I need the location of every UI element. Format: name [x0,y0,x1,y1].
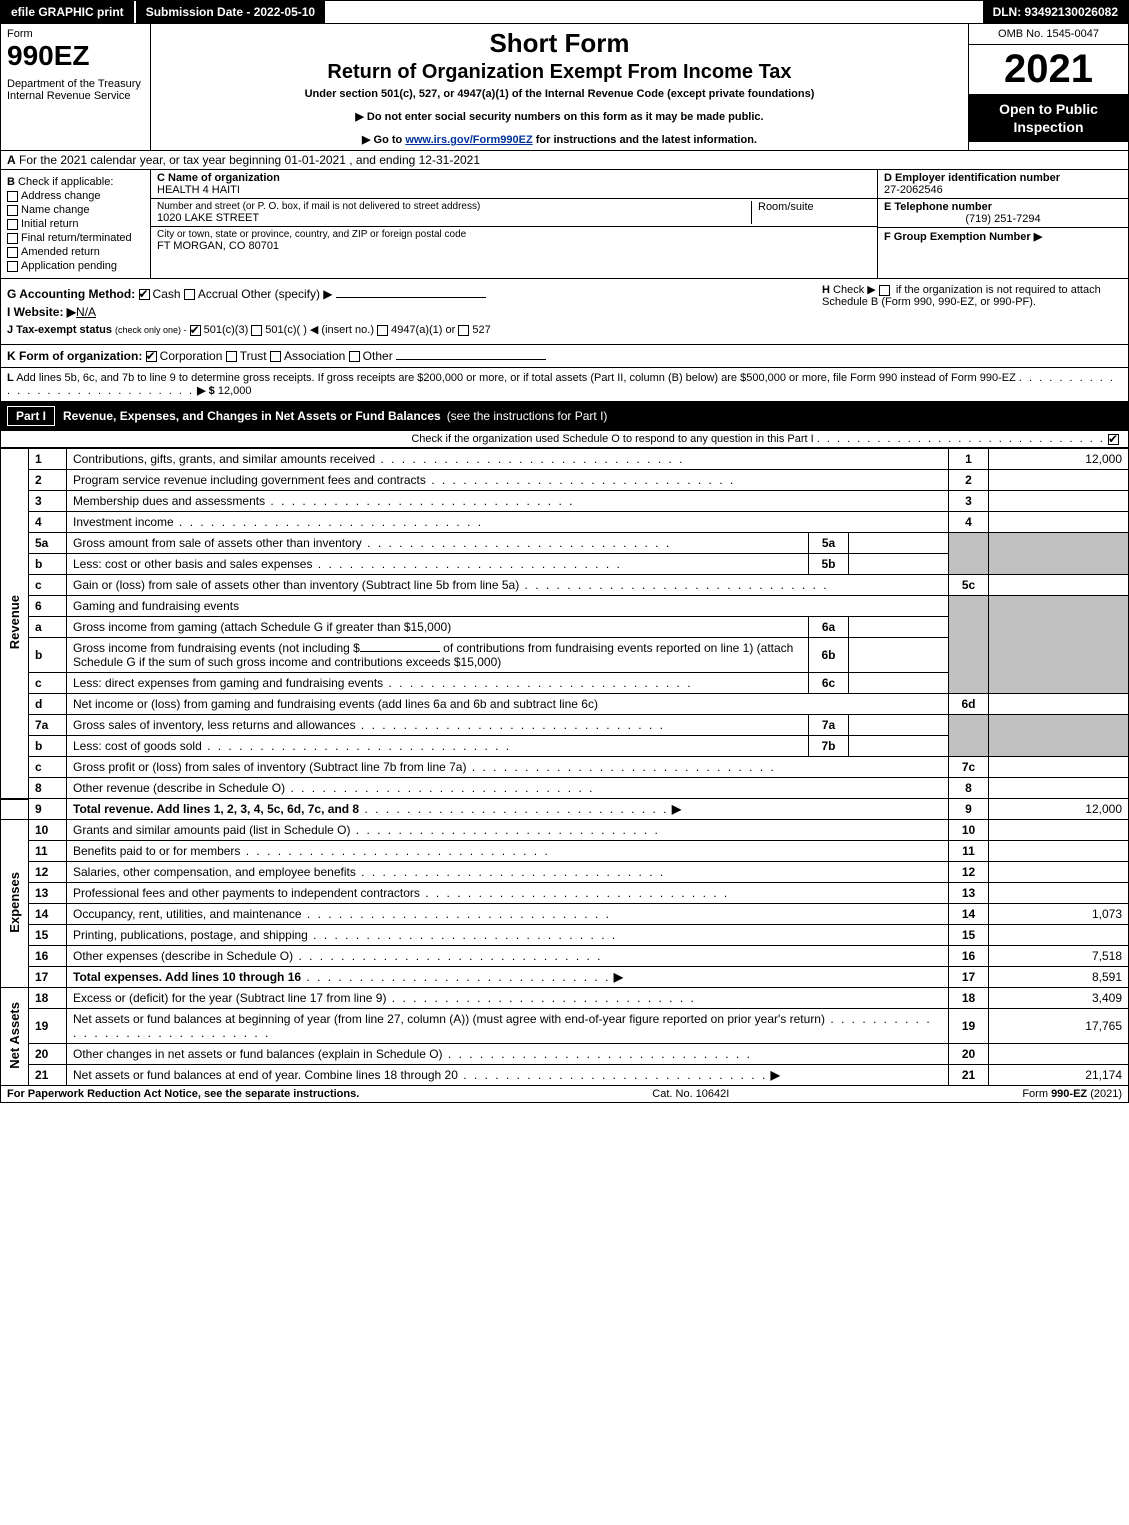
paperwork-notice: For Paperwork Reduction Act Notice, see … [7,1088,359,1100]
accrual-checkbox[interactable] [184,289,195,300]
phone-value: (719) 251-7294 [884,213,1122,225]
section-bcdef: B Check if applicable: Address change Na… [0,170,1129,279]
efile-print-button[interactable]: efile GRAPHIC print [1,1,136,23]
row-a-tax-year: A For the 2021 calendar year, or tax yea… [0,151,1129,170]
line-19-amount: 17,765 [989,1009,1129,1044]
line-6b-value [849,638,949,673]
line-13-amount [989,883,1129,904]
application-pending-checkbox[interactable] [7,261,18,272]
line-8-amount [989,778,1129,799]
line-3-amount [989,491,1129,512]
line-6d-amount [989,694,1129,715]
address-change-checkbox[interactable] [7,191,18,202]
line-17-amount: 8,591 [989,967,1129,988]
association-checkbox[interactable] [270,351,281,362]
net-assets-vertical-label: Net Assets [1,988,29,1086]
line-15-amount [989,925,1129,946]
line-6a-value [849,617,949,638]
omb-number: OMB No. 1545-0047 [969,24,1128,45]
trust-checkbox[interactable] [226,351,237,362]
submission-date: Submission Date - 2022-05-10 [136,1,325,23]
form-title-long: Return of Organization Exempt From Incom… [157,61,962,84]
cash-checkbox[interactable] [139,289,150,300]
part-1-label: Part I [7,406,55,426]
527-checkbox[interactable] [458,325,469,336]
line-16-amount: 7,518 [989,946,1129,967]
line-18-amount: 3,409 [989,988,1129,1009]
other-org-checkbox[interactable] [349,351,360,362]
dln-number: DLN: 93492130026082 [983,1,1128,23]
schedule-o-checkbox[interactable] [1108,434,1119,445]
amended-return-checkbox[interactable] [7,247,18,258]
expenses-vertical-label: Expenses [1,820,29,988]
line-12-amount [989,862,1129,883]
501c3-checkbox[interactable] [190,325,201,336]
corporation-checkbox[interactable] [146,351,157,362]
department-label: Department of the Treasury Internal Reve… [7,78,144,102]
catalog-number: Cat. No. 10642I [652,1088,729,1100]
final-return-checkbox[interactable] [7,233,18,244]
column-b-checkboxes: B Check if applicable: Address change Na… [1,170,151,278]
line-5b-value [849,554,949,575]
form-number: 990EZ [7,40,144,72]
form-id-block: Form 990EZ Department of the Treasury In… [1,24,151,150]
part-1-sub: Check if the organization used Schedule … [0,431,1129,448]
section-l: L Add lines 5b, 6c, and 7b to line 9 to … [0,368,1129,402]
name-change-checkbox[interactable] [7,205,18,216]
line-7a-value [849,715,949,736]
part-1-header: Part I Revenue, Expenses, and Changes in… [0,402,1129,431]
top-bar: efile GRAPHIC print Submission Date - 20… [0,0,1129,24]
form-title-short: Short Form [157,28,962,59]
line-2-amount [989,470,1129,491]
section-k: K Form of organization: Corporation Trus… [0,345,1129,368]
line-9-amount: 12,000 [989,799,1129,820]
street-address: 1020 LAKE STREET [157,212,751,224]
org-name: HEALTH 4 HAITI [157,184,280,196]
website-value: N/A [76,305,96,319]
form-header: Form 990EZ Department of the Treasury In… [0,24,1129,151]
line-10-amount [989,820,1129,841]
4947-checkbox[interactable] [377,325,388,336]
section-ghij: G Accounting Method: Cash Accrual Other … [0,279,1129,345]
initial-return-checkbox[interactable] [7,219,18,230]
form-word: Form [7,28,144,40]
line-11-amount [989,841,1129,862]
gross-receipts-value: 12,000 [218,385,252,397]
ein-value: 27-2062546 [884,184,1122,196]
line-6c-value [849,673,949,694]
irs-link[interactable]: www.irs.gov/Form990EZ [405,134,532,146]
column-def: D Employer identification number 27-2062… [878,170,1128,278]
tax-year: 2021 [969,45,1128,94]
city-state-zip: FT MORGAN, CO 80701 [157,240,466,252]
form-meta-block: OMB No. 1545-0047 2021 Open to Public In… [968,24,1128,150]
line-7c-amount [989,757,1129,778]
501c-checkbox[interactable] [251,325,262,336]
line-5c-amount [989,575,1129,596]
line-7b-value [849,736,949,757]
line-1-amount: 12,000 [989,449,1129,470]
form-subtitle: Under section 501(c), 527, or 4947(a)(1)… [157,88,962,100]
line-14-amount: 1,073 [989,904,1129,925]
line-5a-value [849,533,949,554]
column-c-org-info: C Name of organization HEALTH 4 HAITI Nu… [151,170,878,278]
form-title-block: Short Form Return of Organization Exempt… [151,24,968,150]
line-4-amount [989,512,1129,533]
revenue-vertical-label: Revenue [1,449,29,799]
public-inspection-badge: Open to Public Inspection [969,94,1128,142]
form-footer-id: Form 990-EZ (2021) [1022,1088,1122,1100]
line-20-amount [989,1044,1129,1065]
line-21-amount: 21,174 [989,1065,1129,1086]
ssn-warning: ▶ Do not enter social security numbers o… [157,110,962,123]
part-1-table: Revenue 1 Contributions, gifts, grants, … [0,448,1129,1086]
instructions-link-line: ▶ Go to www.irs.gov/Form990EZ for instru… [157,133,962,146]
page-footer: For Paperwork Reduction Act Notice, see … [0,1086,1129,1103]
room-suite: Room/suite [751,201,871,224]
schedule-b-checkbox[interactable] [879,285,890,296]
